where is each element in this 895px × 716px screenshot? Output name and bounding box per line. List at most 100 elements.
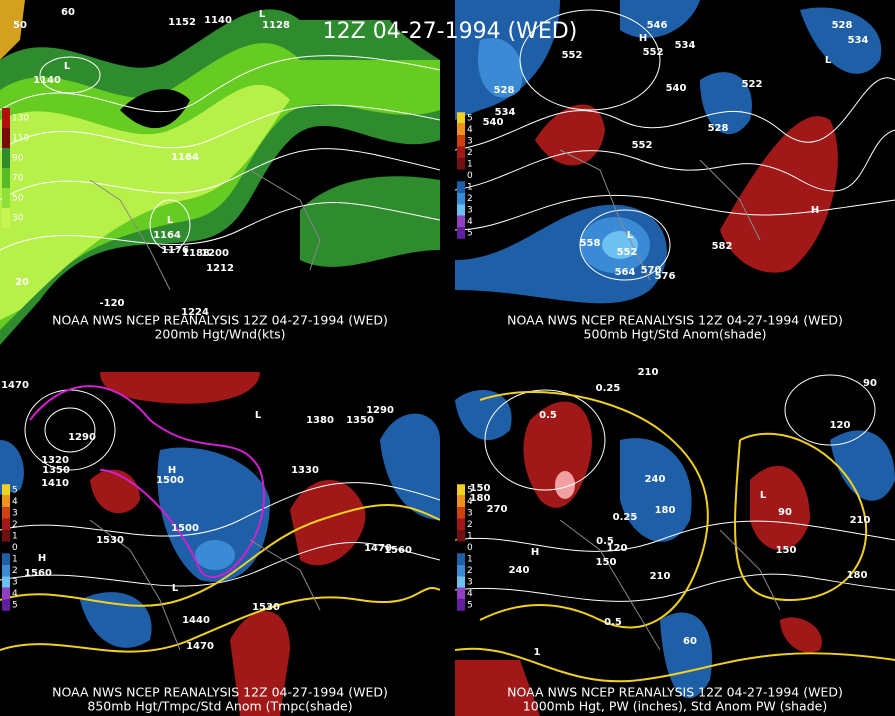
contour-label: 150 xyxy=(596,557,617,568)
panel-subcaption: 1000mb Hgt, PW (inches), Std Anom PW (sh… xyxy=(523,699,827,714)
legend-label: 30 xyxy=(12,214,24,224)
legend-swatch xyxy=(457,495,465,508)
legend-swatch xyxy=(2,507,10,519)
contour-label: L xyxy=(167,215,174,226)
legend-swatch xyxy=(2,168,10,188)
legend-label: 4 xyxy=(467,217,473,227)
legend-label: 2 xyxy=(467,520,473,530)
contour-label: 570 xyxy=(641,265,662,276)
contour-label: 528 xyxy=(832,20,853,31)
contour-label: 1140 xyxy=(33,75,61,86)
legend-label: 90 xyxy=(12,154,24,164)
contour-label: 534 xyxy=(675,40,696,51)
contour-label: 90 xyxy=(863,378,877,389)
contour-label: H xyxy=(811,205,819,216)
contour-label: 1440 xyxy=(182,615,210,626)
contour-label: 582 xyxy=(712,241,733,252)
panel-subcaption: 500mb Hgt/Std Anom(shade) xyxy=(584,327,767,342)
contour-label: 0.5 xyxy=(596,536,614,547)
legend-label: 3 xyxy=(12,509,18,519)
legend-label: 3 xyxy=(467,137,473,147)
contour-label: 240 xyxy=(509,565,530,576)
legend-label: 1 xyxy=(467,183,473,193)
legend-label: 0 xyxy=(12,543,18,553)
contour-label: 1128 xyxy=(262,20,290,31)
contour-label: 528 xyxy=(708,123,729,134)
legend-label: 1 xyxy=(467,532,473,542)
contour-label: 1470 xyxy=(186,641,214,652)
contour-label: 1380 xyxy=(306,415,334,426)
legend-label: 3 xyxy=(467,578,473,588)
contour-label: L xyxy=(627,230,634,241)
contour-label: 1470 xyxy=(364,543,392,554)
legend-swatch xyxy=(2,587,10,600)
contour-label: H xyxy=(639,33,647,44)
legend-swatch xyxy=(457,564,465,577)
contour-label: 180 xyxy=(847,570,868,581)
legend-swatch xyxy=(457,181,465,193)
contour-label: 534 xyxy=(848,35,869,46)
contour-label: 0.25 xyxy=(613,512,638,523)
panel-200mb xyxy=(0,0,440,345)
legend-label: 4 xyxy=(12,589,18,599)
legend-swatch xyxy=(457,484,465,496)
legend-swatch xyxy=(2,564,10,577)
contour-label: 1560 xyxy=(24,568,52,579)
contour-label: 552 xyxy=(617,247,638,258)
legend-label: 2 xyxy=(12,520,18,530)
contour-label: 60 xyxy=(61,7,75,18)
legend-label: 1 xyxy=(467,160,473,170)
legend-swatch xyxy=(2,208,10,228)
legend-swatch xyxy=(2,518,10,531)
contour-label: 1530 xyxy=(96,535,124,546)
panel-1000mb xyxy=(455,372,895,716)
contour-label: L xyxy=(825,55,832,66)
contour-label: 1560 xyxy=(384,545,412,556)
panel-caption: NOAA NWS NCEP REANALYSIS 12Z 04-27-1994 … xyxy=(507,313,843,328)
legend-swatch xyxy=(457,576,465,588)
legend-swatch xyxy=(457,158,465,170)
legend-label: 5 xyxy=(467,486,473,496)
legend-swatch xyxy=(2,108,10,128)
contour-label: L xyxy=(259,9,266,20)
contour-label: 1500 xyxy=(171,523,199,534)
contour-label: 60 xyxy=(683,636,697,647)
legend-swatch xyxy=(457,204,465,216)
panel-caption: NOAA NWS NCEP REANALYSIS 12Z 04-27-1994 … xyxy=(52,313,388,328)
contour-label: 552 xyxy=(562,50,583,61)
legend-swatch xyxy=(457,530,465,542)
legend-label: 4 xyxy=(12,497,18,507)
legend-swatch xyxy=(457,192,465,205)
legend-label: 4 xyxy=(467,589,473,599)
contour-label: 1290 xyxy=(68,432,96,443)
legend-label: 1 xyxy=(12,532,18,542)
panel-500mb xyxy=(455,0,895,345)
contour-label: 1470 xyxy=(1,380,29,391)
contour-label: L xyxy=(760,490,767,501)
contour-label: 540 xyxy=(483,117,504,128)
legend-label: 4 xyxy=(467,125,473,135)
contour-label: 1200 xyxy=(201,248,229,259)
contour-label: H xyxy=(531,547,539,558)
contour-label: 1290 xyxy=(366,405,394,416)
contour-label: 180 xyxy=(470,493,491,504)
panel-subcaption: 850mb Hgt/Tmpc/Std Anom (Tmpc(shade) xyxy=(87,699,352,714)
legend-swatch xyxy=(457,587,465,600)
contour-label: 1 xyxy=(534,647,541,658)
legend-swatch xyxy=(2,495,10,508)
contour-label: 1410 xyxy=(41,478,69,489)
legend-label: 0 xyxy=(467,171,473,181)
legend-swatch xyxy=(457,507,465,519)
legend-label: 2 xyxy=(467,194,473,204)
contour-label: 150 xyxy=(776,545,797,556)
legend-swatch xyxy=(2,148,10,168)
contour-label: L xyxy=(64,61,71,72)
legend-label: 2 xyxy=(467,148,473,158)
legend-swatch xyxy=(457,135,465,147)
legend-swatch xyxy=(2,188,10,208)
contour-label: 210 xyxy=(850,515,871,526)
contour-label: 240 xyxy=(645,474,666,485)
legend-swatch xyxy=(2,541,10,554)
title: 12Z 04-27-1994 (WED) xyxy=(323,19,578,44)
panel-850mb xyxy=(0,372,440,716)
